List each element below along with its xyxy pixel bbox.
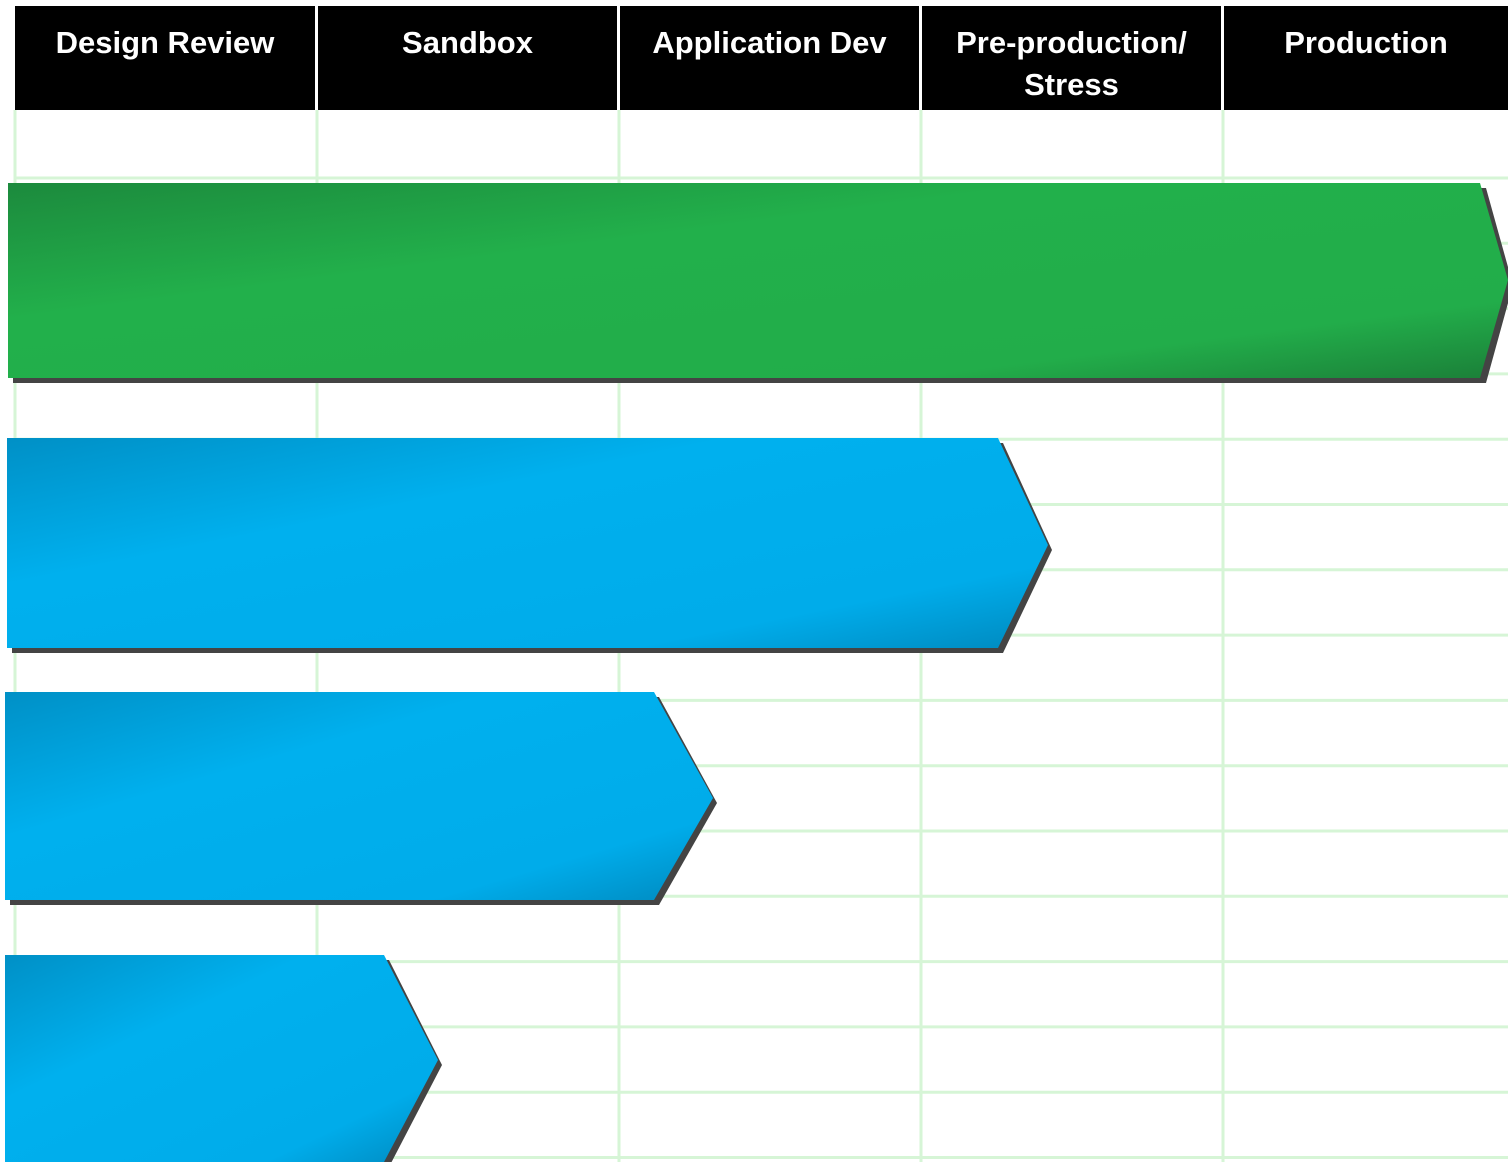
arrow-green [8,183,1508,378]
arrow-blue [7,438,1048,648]
arrow-blue [5,955,438,1162]
column-header: Design Review [15,6,315,110]
column-header: Sandbox [318,6,617,110]
column-header: Application Dev [620,6,919,110]
arrow-blue [5,692,713,900]
column-header: Production [1224,6,1508,110]
arrows [5,183,1508,1162]
column-header: Pre-production/ Stress [922,6,1221,110]
